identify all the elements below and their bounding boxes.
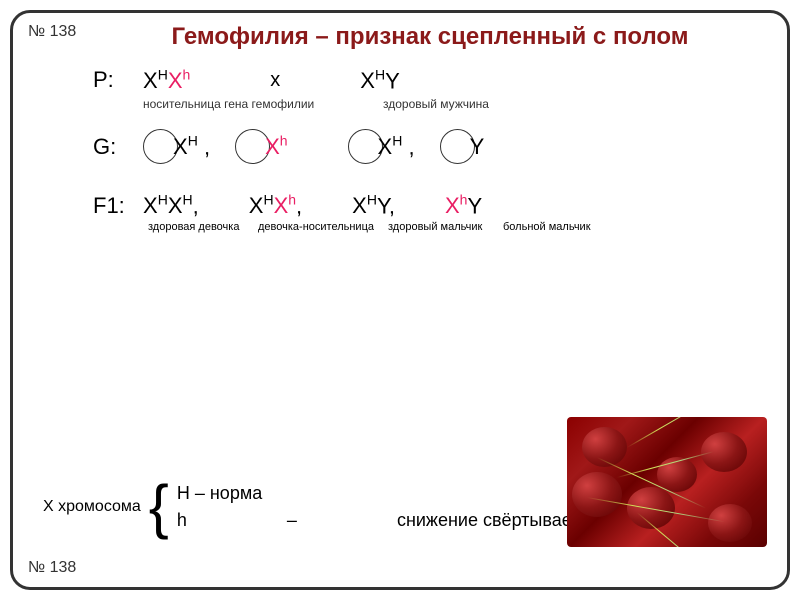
f1-3-a2b: Y xyxy=(377,193,389,218)
f1-offspring-2: XHXh, xyxy=(249,192,302,219)
father-a1-sup: H xyxy=(375,67,385,83)
slide-frame: № 138 Гемофилия – признак сцепленный с п… xyxy=(10,10,790,590)
g1-sup: H xyxy=(188,133,198,149)
g3-base: X xyxy=(378,134,393,159)
f1-label: F1: xyxy=(93,193,143,219)
g2-base: X xyxy=(265,134,280,159)
f1-1-a2s: H xyxy=(183,192,193,208)
mother-genotype: XHXh xyxy=(143,67,190,94)
slide-number-bottom: № 138 xyxy=(28,559,76,577)
f1-1-a2b: X xyxy=(168,193,183,218)
g1-comma: , xyxy=(204,134,210,159)
rec-symbol: h xyxy=(177,510,187,530)
dom-symbol: H xyxy=(177,483,190,503)
slide-title: Гемофилия – признак сцепленный с полом xyxy=(93,23,767,52)
f1-2-a2s: h xyxy=(288,192,296,208)
f1-row: F1: XHXH, XHXh, XHY, XhY xyxy=(33,192,767,219)
gamete-2: Xh xyxy=(235,129,347,164)
f1-2-a1b: X xyxy=(249,193,264,218)
gamete-3: XH , xyxy=(348,129,440,164)
legend-chromosome: Х хромосома xyxy=(43,498,141,516)
gamete-4: Y xyxy=(440,129,510,164)
g4-base: Y xyxy=(470,134,485,159)
f1-3-comma: , xyxy=(389,193,395,218)
f1-3-a1b: X xyxy=(352,193,367,218)
gametes-label: G: xyxy=(93,134,143,160)
rec-dash: – xyxy=(287,510,297,530)
f1-1-comma: , xyxy=(193,193,199,218)
f1-4-a1b: X xyxy=(445,193,460,218)
mother-a2-sup: h xyxy=(183,67,191,83)
f1-desc-1: здоровая девочка xyxy=(148,221,258,233)
f1-4-a2b: Y xyxy=(467,193,482,218)
parents-sublabels: носительница гена гемофилии здоровый муж… xyxy=(33,97,767,111)
f1-desc-4: больной мальчик xyxy=(503,221,591,233)
bracket-icon: { xyxy=(149,477,169,537)
parents-label: P: xyxy=(93,67,143,93)
mother-a1-sup: H xyxy=(158,67,168,83)
g2-sup: h xyxy=(280,133,288,149)
f1-descriptions: здоровая девочка девочка-носительница зд… xyxy=(33,221,767,233)
father-desc: здоровый мужчина xyxy=(383,97,489,111)
blood-cells-image xyxy=(567,417,767,547)
gamete-1: XH , xyxy=(143,129,235,164)
f1-desc-3: здоровый мальчик xyxy=(388,221,503,233)
f1-desc-2: девочка-носительница xyxy=(258,221,388,233)
f1-offspring-3: XHY, xyxy=(352,192,395,219)
f1-offspring-1: XHXH, xyxy=(143,192,199,219)
mother-a1-base: X xyxy=(143,68,158,93)
father-a1-base: X xyxy=(360,68,375,93)
mother-a2-base: X xyxy=(168,68,183,93)
f1-1-a1s: H xyxy=(158,192,168,208)
slide-number-top: № 138 xyxy=(28,23,76,41)
dom-text: – норма xyxy=(195,483,262,503)
mother-desc: носительница гена гемофилии xyxy=(143,97,383,111)
f1-2-comma: , xyxy=(296,193,302,218)
parents-row: P: XHXh x XHY xyxy=(33,67,767,94)
g3-sup: H xyxy=(392,133,402,149)
f1-1-a1b: X xyxy=(143,193,158,218)
f1-2-a1s: H xyxy=(263,192,273,208)
f1-offspring-4: XhY xyxy=(445,192,482,219)
gametes-row: G: XH , Xh XH , Y xyxy=(33,129,767,164)
f1-2-a2b: X xyxy=(274,193,289,218)
father-genotype: XHY xyxy=(360,67,400,94)
f1-3-a1s: H xyxy=(367,192,377,208)
g3-comma: , xyxy=(408,134,414,159)
cross-symbol: x xyxy=(270,69,280,92)
g1-base: X xyxy=(173,134,188,159)
father-a2-base: Y xyxy=(385,68,400,93)
